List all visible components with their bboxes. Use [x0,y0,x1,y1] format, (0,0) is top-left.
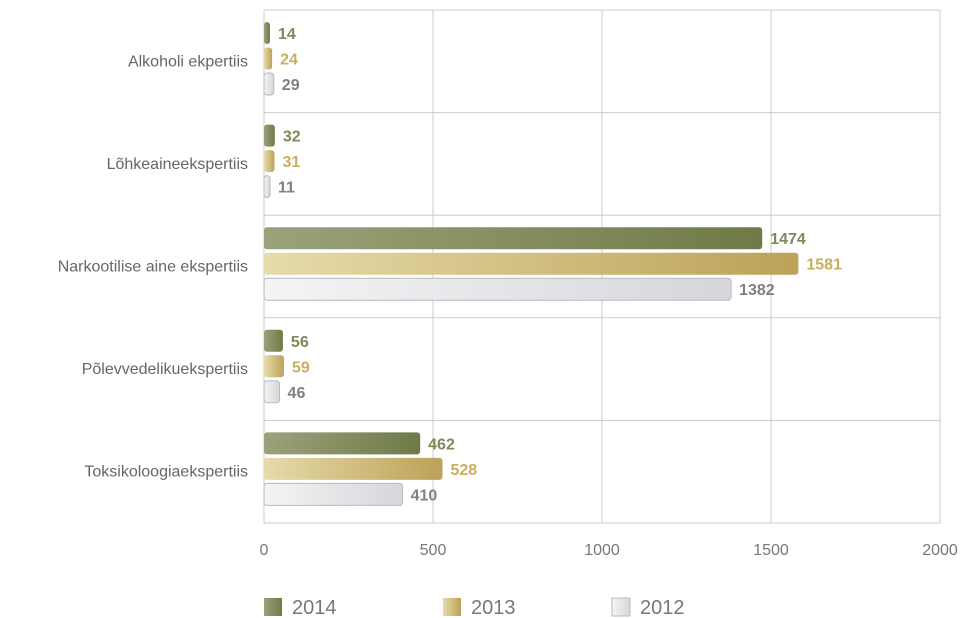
category-label: Lõhkeaineekspertiis [107,156,248,173]
legend-entry: 2013 [471,597,516,618]
bar-2013 [264,150,275,173]
bar-2013 [264,457,443,480]
category-label: Toksikoloogiaekspertiis [84,464,248,481]
data-label: 11 [278,180,295,197]
data-label: 462 [428,436,455,453]
bar-2012 [263,277,732,301]
bars [263,22,799,506]
x-tick-label: 0 [260,542,269,559]
category-labels: Alkoholi ekpertiis Lõhkeaineekspertiis Nar… [58,53,248,480]
x-axis-ticks: 0 500 1000 1500 2000 [260,542,958,559]
legend-swatch [264,598,282,616]
data-label: 1581 [806,257,842,274]
category-label: Põlevvedelikuekspertiis [82,361,248,378]
data-label: 59 [292,359,310,376]
data-label: 46 [288,385,306,402]
category-label: Narkootilise aine ekspertiis [58,259,248,276]
x-tick-label: 1500 [753,542,789,559]
data-label: 32 [283,129,301,146]
data-label: 56 [291,334,309,351]
legend: 2014 2013 2012 [264,597,685,618]
grid-lines [263,9,941,524]
bar-2014 [264,227,763,250]
bar-2014 [264,124,275,147]
category-label: Alkoholi ekpertiis [128,53,248,70]
bar-2014 [264,22,270,44]
data-label: 1474 [770,231,806,248]
data-label: 528 [450,462,477,479]
bar-2014 [264,432,421,455]
bar-2014 [264,329,283,352]
legend-entry: 2014 [292,597,337,618]
legend-entry: 2012 [640,597,685,618]
x-tick-label: 2000 [922,542,958,559]
data-label: 410 [411,487,438,504]
data-label: 31 [282,154,300,171]
bar-2012 [263,72,275,96]
data-label: 24 [280,52,298,69]
bar-2013 [264,252,799,275]
x-tick-label: 500 [420,542,447,559]
legend-swatch [611,597,631,617]
data-label: 29 [282,77,300,94]
legend-swatch [443,598,461,616]
bar-2013 [264,47,273,70]
bar-2012 [263,380,281,404]
bar-2013 [264,355,284,378]
x-tick-label: 1000 [584,542,620,559]
data-label: 14 [278,26,296,43]
bar-2012 [263,482,404,506]
bar-2012 [263,175,271,199]
data-label: 1382 [739,282,775,299]
